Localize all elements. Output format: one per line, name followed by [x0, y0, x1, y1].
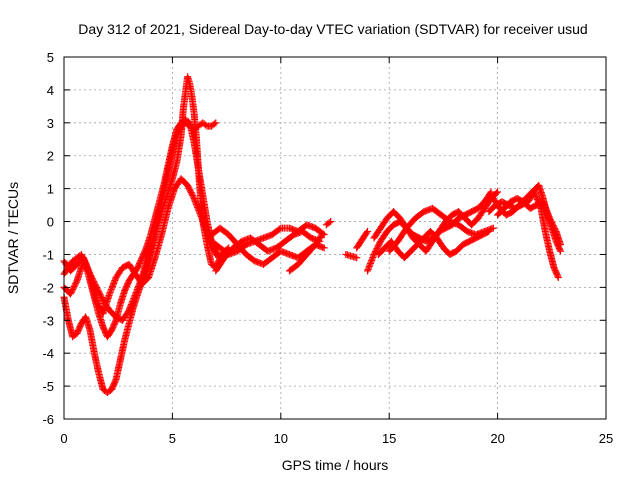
- data-point: [85, 269, 93, 277]
- y-axis-label: SDTVAR / TECUs: [5, 182, 21, 294]
- data-point: [215, 252, 223, 260]
- grid: [64, 57, 606, 419]
- series-track-17: [494, 195, 564, 249]
- y-tick-label: 2: [47, 149, 54, 164]
- data-point: [494, 188, 502, 196]
- data-point: [353, 254, 361, 262]
- data-point: [487, 188, 495, 196]
- x-tick-label: 20: [490, 431, 504, 446]
- plot-frame: [63, 56, 607, 420]
- y-tick-label: -3: [42, 313, 54, 328]
- y-tick-label: -1: [42, 247, 54, 262]
- data-point: [556, 246, 564, 254]
- data-points: [60, 73, 564, 397]
- series-track-4: [60, 175, 224, 318]
- y-tick-label: 3: [47, 116, 54, 131]
- data-point: [556, 247, 564, 255]
- data-point: [327, 218, 335, 226]
- data-point: [556, 241, 564, 249]
- y-tick-label: 4: [47, 83, 54, 98]
- x-axis: 0 5 10 15 20 25: [60, 57, 613, 446]
- y-tick-label: 5: [47, 50, 54, 65]
- data-point: [318, 231, 326, 239]
- data-point: [554, 272, 562, 280]
- data-point: [486, 189, 494, 197]
- data-point: [493, 189, 501, 197]
- series-track-12: [370, 188, 502, 255]
- x-tick-label: 0: [60, 431, 67, 446]
- y-tick-label: 0: [47, 215, 54, 230]
- chart-title: Day 312 of 2021, Sidereal Day-to-day VTE…: [78, 21, 587, 37]
- x-tick-label: 5: [169, 431, 176, 446]
- y-tick-label: 1: [47, 182, 54, 197]
- y-tick-label: -4: [42, 346, 54, 361]
- series-track-8: [285, 231, 326, 275]
- series-track-10: [342, 227, 372, 262]
- y-axis: -6 -5 -4 -3 -2 -1 0 1 2 3 4 5: [42, 50, 606, 427]
- x-tick-label: 15: [382, 431, 396, 446]
- series-track-14: [385, 204, 497, 255]
- data-point: [276, 225, 284, 233]
- data-point: [72, 278, 80, 286]
- data-point: [189, 193, 197, 201]
- data-point: [320, 244, 328, 252]
- data-point: [325, 219, 333, 227]
- y-tick-label: -6: [42, 412, 54, 427]
- series-track-9: [322, 218, 335, 229]
- series-track-11: [364, 188, 495, 275]
- x-tick-label: 25: [599, 431, 613, 446]
- data-point: [210, 120, 218, 128]
- data-point: [554, 273, 562, 281]
- y-tick-label: -2: [42, 280, 54, 295]
- series-track-5: [207, 224, 328, 268]
- x-axis-label: GPS time / hours: [282, 457, 389, 473]
- y-tick-label: -5: [42, 379, 54, 394]
- x-tick-label: 10: [274, 431, 288, 446]
- data-point: [212, 119, 220, 127]
- data-point: [317, 232, 325, 240]
- data-point: [489, 224, 497, 232]
- data-point: [364, 227, 372, 235]
- data-point: [363, 229, 371, 237]
